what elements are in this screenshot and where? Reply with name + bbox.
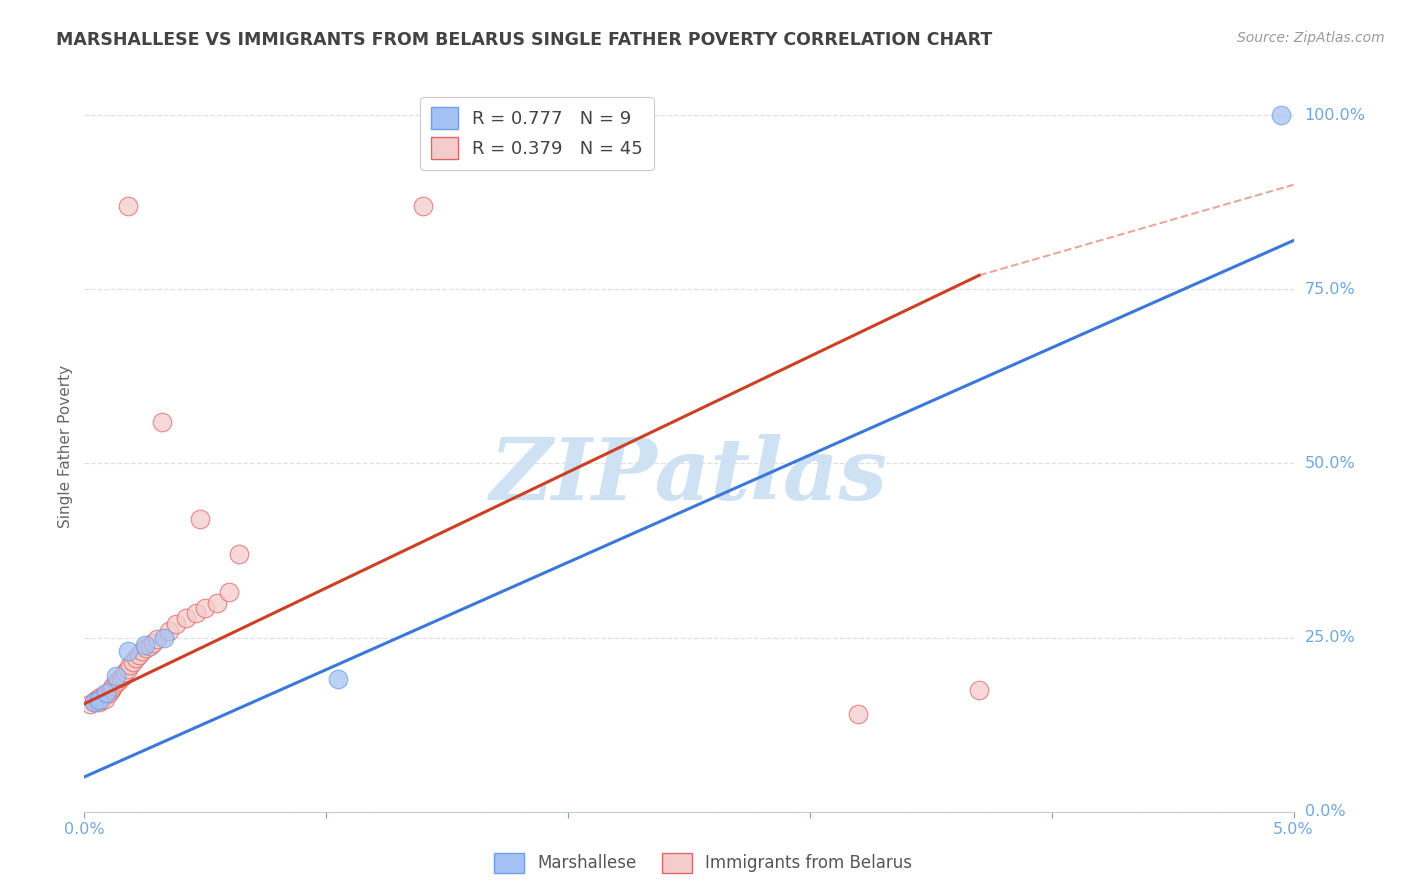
Point — [87, 693, 110, 707]
Point — [142, 636, 165, 650]
Point — [846, 707, 869, 722]
Point — [83, 695, 105, 709]
Point — [484, 108, 506, 122]
Point — [97, 686, 120, 700]
Point — [228, 547, 250, 561]
Point — [120, 658, 142, 673]
Point — [328, 673, 350, 687]
Point — [131, 644, 153, 658]
Legend: Marshallese, Immigrants from Belarus: Marshallese, Immigrants from Belarus — [488, 847, 918, 880]
Point — [86, 693, 108, 707]
Point — [207, 596, 229, 610]
Point — [93, 688, 115, 702]
Point — [125, 651, 148, 665]
Point — [135, 640, 157, 655]
Point — [79, 697, 101, 711]
Point — [94, 691, 117, 706]
Point — [87, 695, 110, 709]
Point — [460, 108, 482, 122]
Point — [107, 673, 129, 688]
Text: 100.0%: 100.0% — [1305, 108, 1365, 122]
Point — [89, 690, 111, 704]
Point — [218, 585, 240, 599]
Legend: R = 0.777   N = 9, R = 0.379   N = 45: R = 0.777 N = 9, R = 0.379 N = 45 — [420, 96, 654, 169]
Point — [174, 611, 197, 625]
Point — [112, 669, 135, 683]
Text: Source: ZipAtlas.com: Source: ZipAtlas.com — [1237, 31, 1385, 45]
Point — [128, 648, 150, 662]
Point — [165, 616, 187, 631]
Point — [150, 415, 173, 429]
Text: 50.0%: 50.0% — [1305, 456, 1355, 471]
Point — [104, 669, 127, 683]
Point — [86, 691, 108, 706]
Point — [90, 693, 112, 707]
Point — [103, 679, 125, 693]
Point — [153, 631, 176, 645]
Point — [117, 662, 139, 676]
Point — [104, 676, 127, 690]
Point — [194, 601, 217, 615]
Point — [100, 682, 122, 697]
Text: 25.0%: 25.0% — [1305, 630, 1355, 645]
Point — [117, 644, 139, 658]
Point — [157, 624, 180, 638]
Point — [83, 695, 105, 709]
Point — [101, 681, 124, 695]
Point — [190, 512, 212, 526]
Point — [91, 691, 114, 706]
Point — [138, 639, 160, 653]
Point — [114, 665, 136, 680]
Point — [412, 199, 434, 213]
Point — [1270, 108, 1292, 122]
Text: ZIPatlas: ZIPatlas — [489, 434, 889, 517]
Point — [110, 671, 132, 685]
Y-axis label: Single Father Poverty: Single Father Poverty — [58, 365, 73, 527]
Point — [146, 632, 169, 646]
Point — [117, 199, 139, 213]
Point — [121, 655, 143, 669]
Point — [134, 638, 156, 652]
Point — [94, 686, 117, 700]
Point — [184, 606, 207, 620]
Text: 75.0%: 75.0% — [1305, 282, 1355, 297]
Text: 0.0%: 0.0% — [1305, 805, 1346, 819]
Point — [967, 682, 990, 697]
Text: MARSHALLESE VS IMMIGRANTS FROM BELARUS SINGLE FATHER POVERTY CORRELATION CHART: MARSHALLESE VS IMMIGRANTS FROM BELARUS S… — [56, 31, 993, 49]
